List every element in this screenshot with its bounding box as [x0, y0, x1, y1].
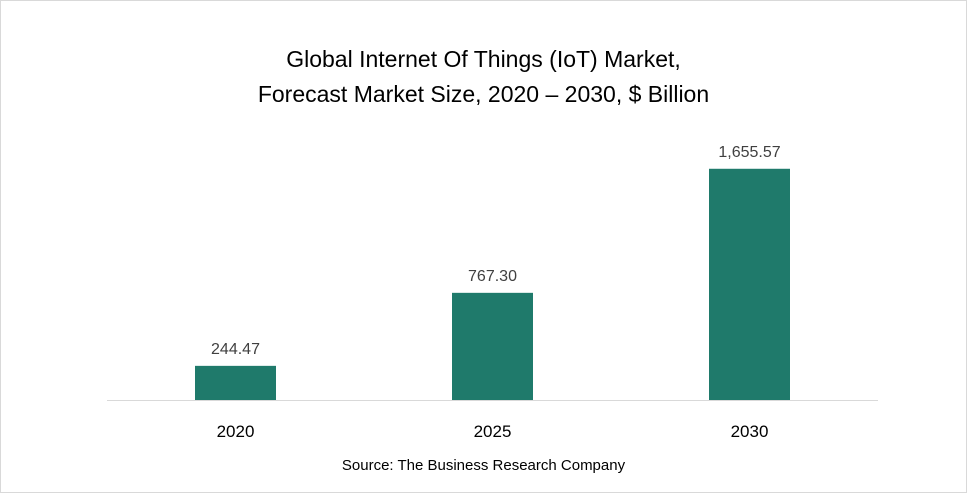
- source-note: Source: The Business Research Company: [341, 457, 626, 474]
- x-tick-label-2025: 2025: [474, 422, 512, 441]
- bar-2025: [452, 292, 533, 400]
- x-tick-label-2020: 2020: [217, 422, 255, 441]
- data-label-2025: 767.30: [468, 268, 517, 285]
- chart-title-line-2: Forecast Market Size, 2020 – 2030, $ Bil…: [257, 81, 710, 107]
- bar-2020: [195, 365, 276, 400]
- data-label-2030: 1,655.57: [718, 144, 780, 161]
- chart-title-line-1: Global Internet Of Things (IoT) Market,: [286, 46, 681, 72]
- bar-2030: [709, 168, 790, 400]
- x-tick-label-2030: 2030: [731, 422, 769, 441]
- data-label-2020: 244.47: [211, 341, 260, 358]
